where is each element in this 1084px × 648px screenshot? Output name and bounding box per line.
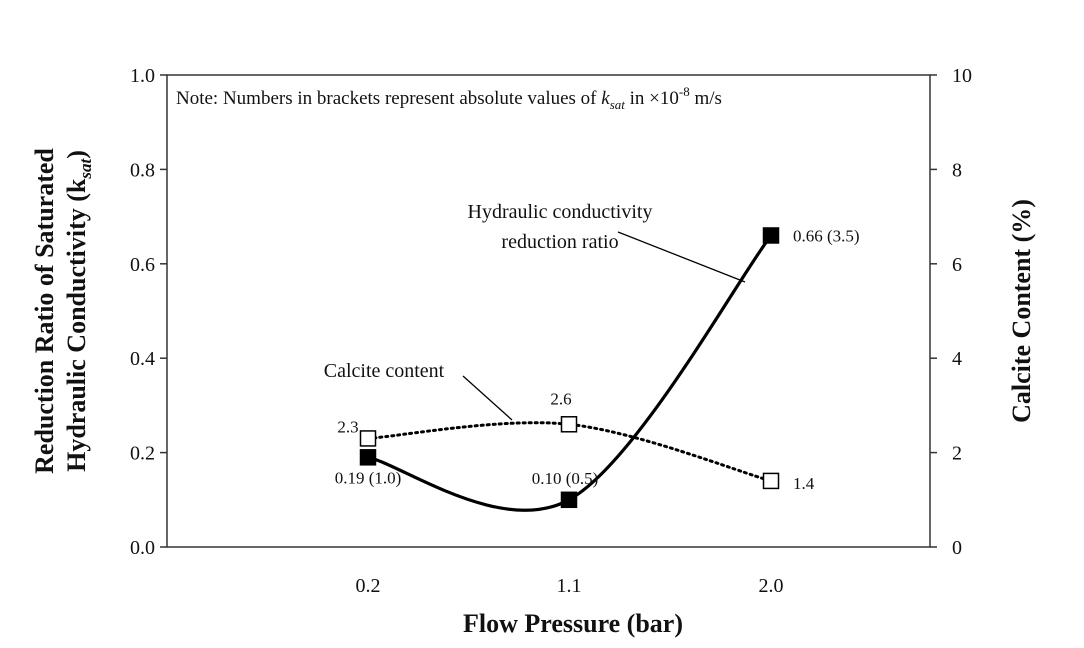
hydraulic-ratio-label: 0.66 (3.5) <box>793 226 860 245</box>
calcite-point <box>359 430 377 447</box>
y-tick-label: 0.8 <box>130 159 155 181</box>
annotation-hc-line1: Hydraulic conductivity <box>468 201 653 223</box>
svg-text:Reduction Ratio of Saturated: Reduction Ratio of Saturated <box>30 148 59 474</box>
x-tick-label: 0.2 <box>356 575 381 597</box>
calcite-label: 2.6 <box>550 389 571 408</box>
y-tick-label: 1.0 <box>130 65 155 87</box>
calcite-point <box>762 472 780 490</box>
annotation-hc-line2: reduction ratio <box>501 231 618 253</box>
annotation-calcite: Calcite content <box>324 360 445 382</box>
calcite-label: 1.4 <box>793 474 815 493</box>
y-tick-label: 0.4 <box>130 348 155 370</box>
hydraulic-ratio-point <box>762 227 780 244</box>
hydraulic-ratio-label: 0.19 (1.0) <box>335 468 402 487</box>
series-markers <box>359 227 780 509</box>
y2-axis-title: Calcite Content (%) <box>1007 199 1036 423</box>
hydraulic-ratio-label: 0.10 (0.5) <box>532 469 599 488</box>
svg-text:Hydraulic Conductivity (ksat): Hydraulic Conductivity (ksat) <box>62 150 95 472</box>
axis-ticks: 0.0 0.2 0.4 0.6 0.8 1.0 0 2 4 6 8 10 0.2 1.1 2.0 <box>130 65 972 597</box>
annotation-calcite-leader <box>462 375 513 421</box>
y-tick-label: 0.0 <box>130 537 155 559</box>
data-labels: 0.19 (1.0) 0.10 (0.5) 0.66 (3.5) 2.3 2.6 1.4 <box>335 226 860 492</box>
x-axis-title: Flow Pressure (bar) <box>463 609 683 638</box>
y2-tick-label: 0 <box>952 537 962 559</box>
plot-area <box>166 74 931 548</box>
y2-tick-label: 6 <box>952 254 962 276</box>
y-axis-title: Reduction Ratio of Saturated Hydraulic C… <box>30 148 95 474</box>
y2-tick-label: 10 <box>952 65 972 87</box>
calcite-line <box>366 421 773 483</box>
chart-note: Note: Numbers in brackets represent abso… <box>176 84 722 112</box>
annotation-hc-leader <box>617 231 746 283</box>
y2-tick-label: 2 <box>952 443 962 465</box>
y2-tick-label: 8 <box>952 159 962 181</box>
hydraulic-ratio-point <box>560 491 578 509</box>
y2-tick-label: 4 <box>952 348 962 370</box>
y-tick-label: 0.2 <box>130 443 155 465</box>
hydraulic-ratio-point <box>359 449 377 466</box>
calcite-point <box>560 416 578 433</box>
calcite-label: 2.3 <box>337 417 358 436</box>
x-tick-label: 1.1 <box>557 575 582 597</box>
x-tick-label: 2.0 <box>759 575 784 597</box>
y-tick-label: 0.6 <box>130 254 155 276</box>
